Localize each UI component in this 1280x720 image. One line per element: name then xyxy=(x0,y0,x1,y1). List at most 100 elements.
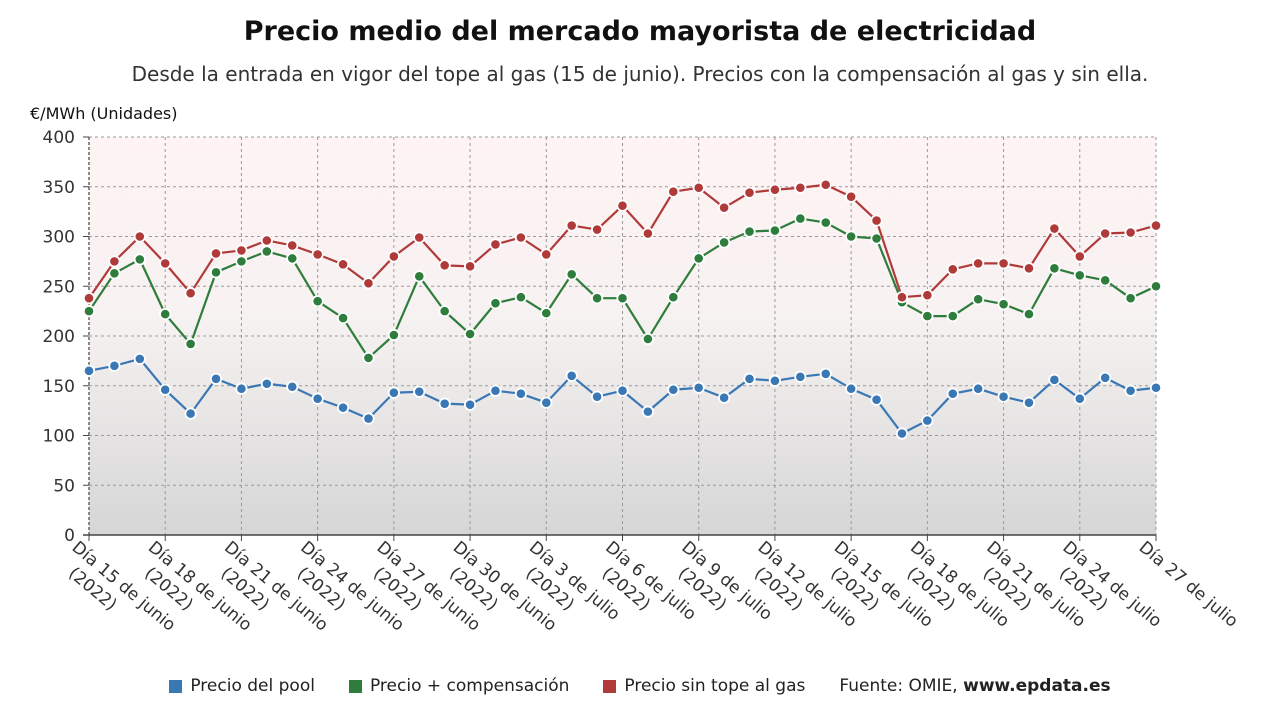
data-point xyxy=(972,257,985,270)
data-point xyxy=(413,231,426,244)
data-point xyxy=(1149,280,1163,293)
data-point xyxy=(768,374,782,387)
data-point xyxy=(641,332,655,346)
data-point xyxy=(438,259,451,272)
data-point xyxy=(1099,274,1112,287)
data-point xyxy=(159,257,172,270)
data-point xyxy=(1073,269,1086,282)
data-point xyxy=(540,307,553,320)
legend-swatch-pool xyxy=(169,679,183,693)
y-axis-ticks: 0 50 100 150 200 250 300 350 400 xyxy=(43,128,89,546)
data-point xyxy=(565,219,578,232)
data-point xyxy=(565,268,578,281)
data-point xyxy=(438,305,451,318)
data-point xyxy=(463,398,477,411)
legend-label-pool: Precio del pool xyxy=(190,676,315,696)
data-point xyxy=(514,291,527,304)
chart-title: Precio medio del mercado mayorista de el… xyxy=(243,16,1037,47)
data-point xyxy=(667,291,680,304)
data-point xyxy=(768,224,782,237)
data-point xyxy=(311,248,324,261)
data-point xyxy=(718,391,731,404)
data-point xyxy=(946,387,959,400)
data-point xyxy=(1124,384,1137,397)
data-point xyxy=(743,186,756,199)
data-point xyxy=(184,287,197,300)
legend-item-compensacion[interactable]: Precio + compensación xyxy=(348,676,569,696)
data-point xyxy=(565,369,578,382)
data-point xyxy=(1048,222,1061,235)
data-point xyxy=(362,412,375,425)
data-point xyxy=(133,352,146,365)
data-point xyxy=(997,390,1010,403)
data-point xyxy=(235,255,248,268)
data-point xyxy=(845,382,858,395)
data-point xyxy=(819,178,832,191)
source-note: Fuente: OMIE, www.epdata.es xyxy=(839,676,1110,696)
data-point xyxy=(921,289,934,302)
data-point xyxy=(692,252,705,265)
data-point xyxy=(159,308,172,321)
chart-subtitle: Desde la entrada en vigor del tope al ga… xyxy=(131,62,1149,86)
data-point xyxy=(489,238,502,251)
legend-swatch-sin-tope xyxy=(603,679,617,693)
data-point xyxy=(667,383,680,396)
series-1 xyxy=(82,212,1163,364)
data-point xyxy=(1022,308,1036,321)
y-tick-label: 350 xyxy=(43,178,75,198)
data-point xyxy=(387,328,400,342)
y-tick-label: 250 xyxy=(43,277,75,297)
data-point xyxy=(311,392,324,405)
data-point xyxy=(743,372,756,385)
data-point xyxy=(997,257,1010,270)
data-point xyxy=(133,230,146,243)
data-point xyxy=(590,390,604,403)
data-point xyxy=(794,181,807,194)
data-point xyxy=(184,407,197,420)
data-point xyxy=(286,239,299,252)
y-tick-label: 100 xyxy=(43,427,75,447)
data-point xyxy=(819,216,832,229)
data-point xyxy=(641,227,655,240)
data-point xyxy=(972,293,985,306)
data-point xyxy=(260,377,273,390)
data-point xyxy=(1022,262,1036,275)
data-point xyxy=(616,384,629,397)
data-point xyxy=(489,297,502,310)
data-point xyxy=(82,292,96,305)
y-tick-label: 200 xyxy=(43,327,75,347)
legend-label-sin-tope: Precio sin tope al gas xyxy=(624,676,806,696)
data-point xyxy=(692,181,705,194)
data-point xyxy=(235,382,248,395)
legend-swatch-compensacion xyxy=(348,679,362,693)
legend-item-pool[interactable]: Precio del pool xyxy=(169,676,315,696)
data-point xyxy=(387,386,400,399)
data-point xyxy=(463,327,477,341)
y-tick-label: 150 xyxy=(43,377,75,397)
y-tick-label: 50 xyxy=(53,476,75,496)
data-point xyxy=(946,263,959,276)
data-point xyxy=(1022,396,1036,409)
data-point xyxy=(819,367,832,380)
data-point xyxy=(616,292,629,305)
data-point xyxy=(235,244,248,257)
data-point xyxy=(946,309,959,323)
x-axis-ticks: Día 15 de junio(2022) Día 18 de junio(202… xyxy=(64,535,1242,636)
data-point xyxy=(336,401,350,414)
data-point xyxy=(82,364,96,377)
source-site: www.epdata.es xyxy=(963,676,1111,696)
legend-item-sin-tope[interactable]: Precio sin tope al gas xyxy=(603,676,805,696)
y-tick-label: 300 xyxy=(43,228,75,248)
data-point xyxy=(336,258,350,271)
data-point xyxy=(845,190,858,203)
data-point xyxy=(870,214,883,227)
data-point xyxy=(108,359,121,372)
data-point xyxy=(768,183,782,196)
series-layer xyxy=(82,178,1163,440)
line-chart: 0 50 100 150 200 250 300 350 400 Día 15 de junio… xyxy=(43,128,1242,636)
data-point xyxy=(1099,227,1112,240)
data-point xyxy=(1099,371,1112,384)
data-point xyxy=(286,252,299,265)
data-point xyxy=(692,381,705,394)
series-0 xyxy=(82,352,1163,440)
